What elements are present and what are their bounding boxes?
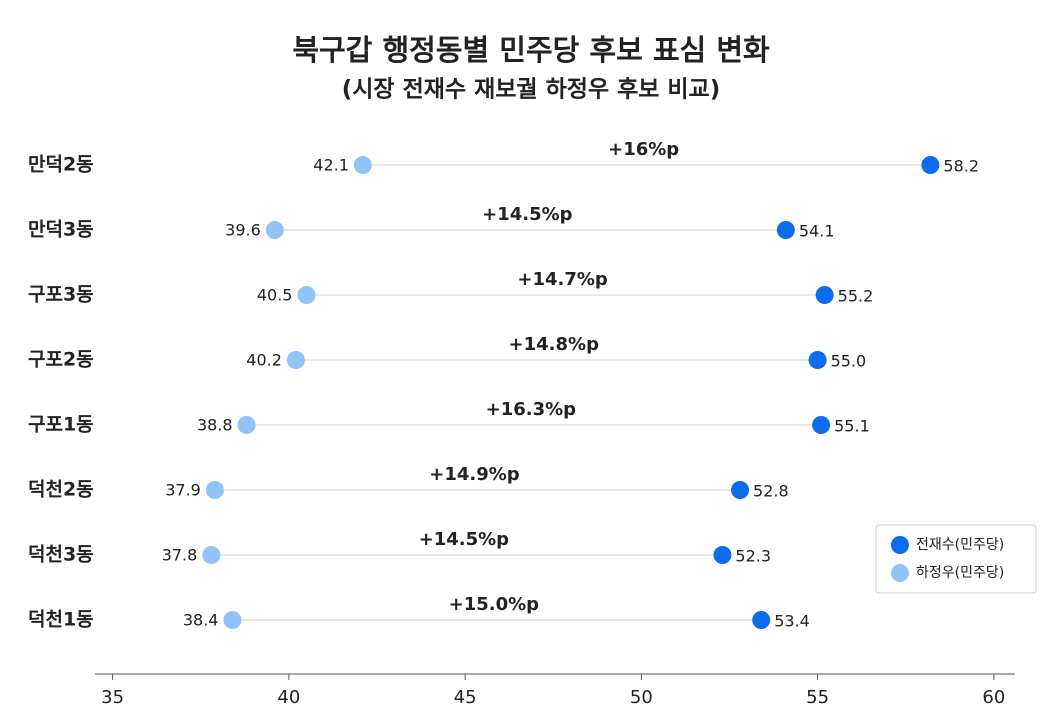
dot-low — [237, 416, 256, 434]
value-label: 39.6 — [225, 221, 261, 240]
dot-low — [223, 611, 242, 629]
y-tick-label: 구포1동 — [28, 414, 94, 436]
x-tick-label: 40 — [277, 687, 300, 708]
dot-low — [205, 481, 224, 499]
dot-high — [921, 156, 940, 174]
value-label: 52.3 — [735, 547, 771, 566]
legend-box — [875, 524, 1037, 594]
difference-annotation: +14.5%p — [419, 529, 510, 550]
dot-high — [815, 286, 834, 304]
value-label: 58.2 — [943, 157, 979, 176]
value-label: 55.0 — [831, 352, 867, 371]
value-label: 37.9 — [165, 481, 201, 500]
y-tick-label: 만덕3동 — [28, 219, 94, 241]
x-tick-label: 55 — [806, 687, 829, 708]
y-tick-label: 덕천1동 — [28, 609, 94, 631]
chart-subtitle: (시장 전재수 재보궐 하정우 후보 비교) — [342, 77, 720, 103]
legend-marker — [891, 536, 909, 554]
x-tick-label: 45 — [454, 687, 477, 708]
dot-low — [297, 286, 316, 304]
dot-high — [776, 221, 795, 239]
dot-high — [713, 546, 732, 564]
value-label: 52.8 — [753, 482, 789, 501]
difference-annotation: +14.9%p — [429, 464, 520, 485]
value-label: 54.1 — [799, 222, 835, 241]
difference-annotation: +14.8%p — [509, 334, 600, 355]
value-label: 42.1 — [313, 156, 349, 175]
value-label: 37.8 — [162, 546, 198, 565]
y-tick-label: 구포3동 — [28, 284, 94, 306]
value-label: 55.2 — [838, 287, 874, 306]
dot-high — [752, 611, 771, 629]
legend-label: 하정우(민주당) — [916, 565, 1004, 581]
legend-label: 전재수(민주당) — [916, 537, 1004, 553]
dot-low — [353, 156, 372, 174]
dot-low — [265, 221, 284, 239]
y-tick-label: 덕천3동 — [28, 544, 94, 566]
value-label: 38.4 — [183, 611, 219, 630]
dot-high — [808, 351, 827, 369]
y-tick-label: 구포2동 — [28, 349, 94, 371]
value-label: 40.2 — [246, 351, 282, 370]
x-tick-label: 50 — [630, 687, 653, 708]
difference-annotation: +16%p — [608, 139, 679, 160]
chart-title: 북구갑 행정동별 민주당 후보 표심 변화 — [292, 33, 770, 67]
value-label: 40.5 — [257, 286, 293, 305]
x-tick-label: 60 — [982, 687, 1005, 708]
value-label: 55.1 — [834, 417, 870, 436]
difference-annotation: +15.0%p — [449, 594, 540, 615]
difference-annotation: +14.7%p — [517, 269, 608, 290]
x-tick-label: 35 — [101, 687, 124, 708]
legend-marker — [891, 564, 909, 582]
difference-annotation: +16.3%p — [486, 399, 577, 420]
y-tick-label: 만덕2동 — [28, 154, 94, 176]
dot-high — [812, 416, 831, 434]
dot-low — [286, 351, 305, 369]
y-tick-label: 덕천2동 — [28, 479, 94, 501]
value-label: 53.4 — [774, 612, 810, 631]
dot-high — [731, 481, 750, 499]
dot-low — [202, 546, 221, 564]
value-label: 38.8 — [197, 416, 233, 435]
difference-annotation: +14.5%p — [482, 204, 573, 225]
